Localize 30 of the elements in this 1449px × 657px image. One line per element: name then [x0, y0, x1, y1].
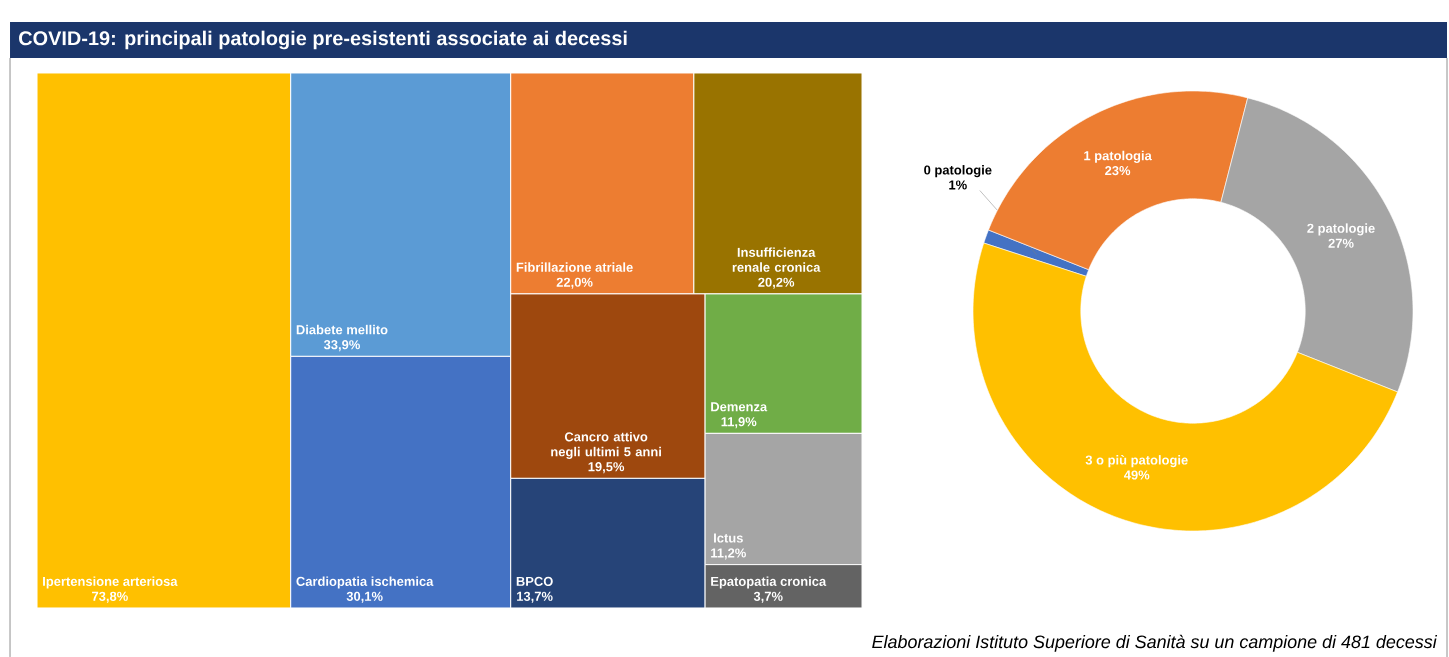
category-label: Insufficienza renale cronica: [732, 247, 821, 272]
data-label: 30,1%: [346, 591, 383, 603]
data-label: 49%: [1123, 470, 1150, 480]
data-label: 22,0%: [556, 277, 593, 289]
data-label: 23%: [1105, 166, 1131, 176]
slice-label: 2 patologie: [1307, 223, 1375, 236]
category-label: Diabete mellito: [296, 324, 388, 335]
category-label: Fibrillazione atriale: [516, 262, 633, 272]
data-label: 11,9%: [721, 417, 757, 429]
data-label: 19,5%: [588, 462, 625, 474]
data-label: 20,2%: [758, 277, 795, 289]
slice-label: 1 patologia: [1084, 150, 1152, 163]
category-label: BPCO: [516, 576, 553, 586]
slice-label: 0 patologie: [924, 165, 992, 178]
data-label: 27%: [1328, 238, 1354, 248]
category-label: Ipertensione arteriosa: [43, 576, 178, 589]
category-label: Epatopatia cronica: [711, 576, 827, 589]
data-label: 3,7%: [753, 591, 783, 603]
text: Elaborazioni Istituto Superiore di Sanità su un campione di 481 decessi: [872, 634, 1438, 652]
data-label: 11,2%: [711, 548, 746, 560]
text: COVID-19: principali patologie pre-esistenti associate ai decessi: [19, 30, 627, 50]
category-label: Cancro attivo negli ultimi 5 anni: [551, 431, 661, 459]
data-label: 33,9%: [323, 340, 360, 352]
category-label: Ictus: [714, 533, 743, 543]
data-label: 13,7%: [517, 591, 553, 603]
slice-label: 3 o più patologie: [1085, 454, 1188, 468]
data-label: 73,8%: [92, 591, 128, 603]
category-label: Demenza: [711, 402, 768, 412]
data-label: 1%: [949, 180, 967, 190]
category-label: Cardiopatia ischemica: [296, 576, 434, 589]
